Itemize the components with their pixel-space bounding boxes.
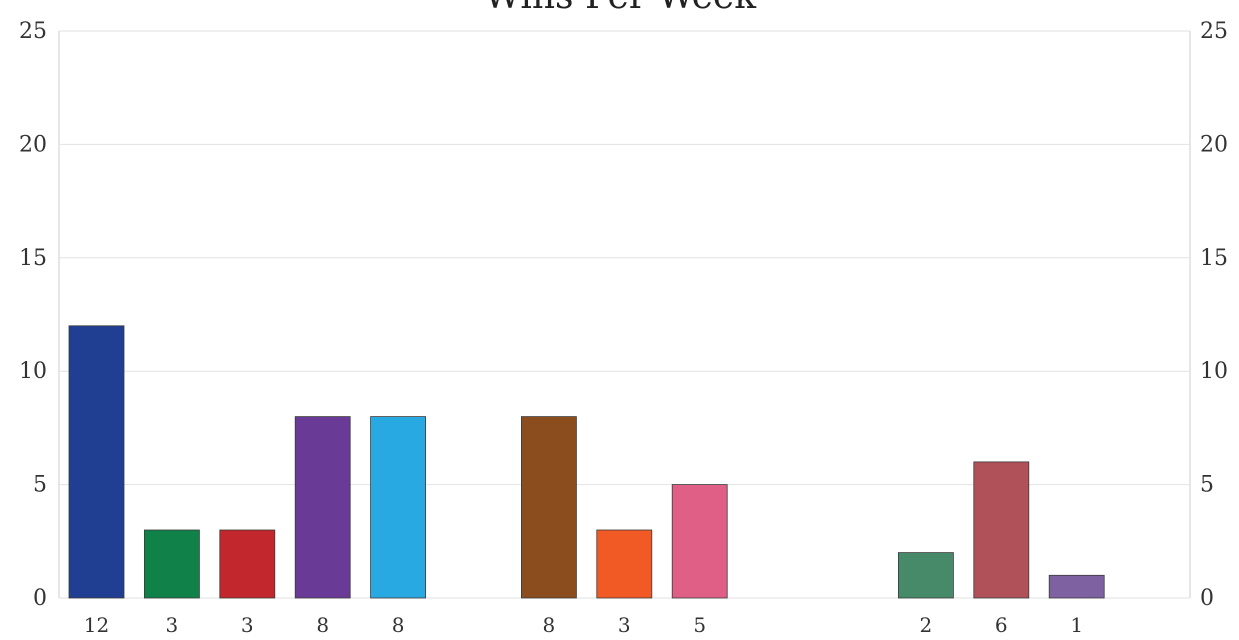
y-tick-label-right: 5 xyxy=(1200,473,1214,498)
x-tick-label: 3 xyxy=(618,613,631,637)
bar-7 xyxy=(596,529,653,599)
bar-11 xyxy=(898,552,954,599)
x-tick-label: 3 xyxy=(166,613,179,637)
x-tick-label: 5 xyxy=(693,613,706,637)
x-tick-label: 12 xyxy=(84,613,109,637)
bar-8 xyxy=(671,484,728,599)
y-tick-label-right: 25 xyxy=(1200,19,1228,44)
x-tick-label: 1 xyxy=(1070,613,1083,637)
bar-6 xyxy=(521,416,577,599)
y-tick-label-right: 20 xyxy=(1200,132,1228,157)
bar-1 xyxy=(143,529,200,599)
y-tick-label-right: 0 xyxy=(1200,586,1214,611)
bar-4 xyxy=(370,416,427,599)
right-y-axis: 0 5 10 15 20 25 xyxy=(1200,19,1228,611)
y-tick-label-left: 20 xyxy=(19,132,47,157)
bar-3 xyxy=(294,416,351,599)
y-tick-label-left: 25 xyxy=(19,19,47,44)
x-tick-label: 3 xyxy=(241,613,254,637)
y-tick-label-left: 10 xyxy=(19,359,47,384)
y-tick-label-right: 10 xyxy=(1200,359,1228,384)
left-y-axis: 0 5 10 15 20 25 xyxy=(19,19,47,611)
x-tick-label: 8 xyxy=(392,613,405,637)
x-tick-label: 8 xyxy=(543,613,556,637)
bar-2 xyxy=(219,529,276,599)
bars xyxy=(68,325,1105,599)
bar-12 xyxy=(973,461,1030,599)
x-tick-label: 2 xyxy=(920,613,933,637)
y-tick-label-left: 5 xyxy=(33,473,47,498)
bar-13 xyxy=(1048,574,1105,599)
bar-0 xyxy=(68,325,125,599)
y-tick-label-left: 0 xyxy=(33,586,47,611)
y-tick-label-right: 15 xyxy=(1200,246,1228,271)
x-axis-labels: 12 3 3 8 8 8 3 5 2 6 1 xyxy=(84,613,1083,637)
chart-title: Wins Per Week xyxy=(484,0,757,17)
x-tick-label: 6 xyxy=(995,613,1008,637)
x-tick-label: 8 xyxy=(316,613,329,637)
y-tick-label-left: 15 xyxy=(19,246,47,271)
